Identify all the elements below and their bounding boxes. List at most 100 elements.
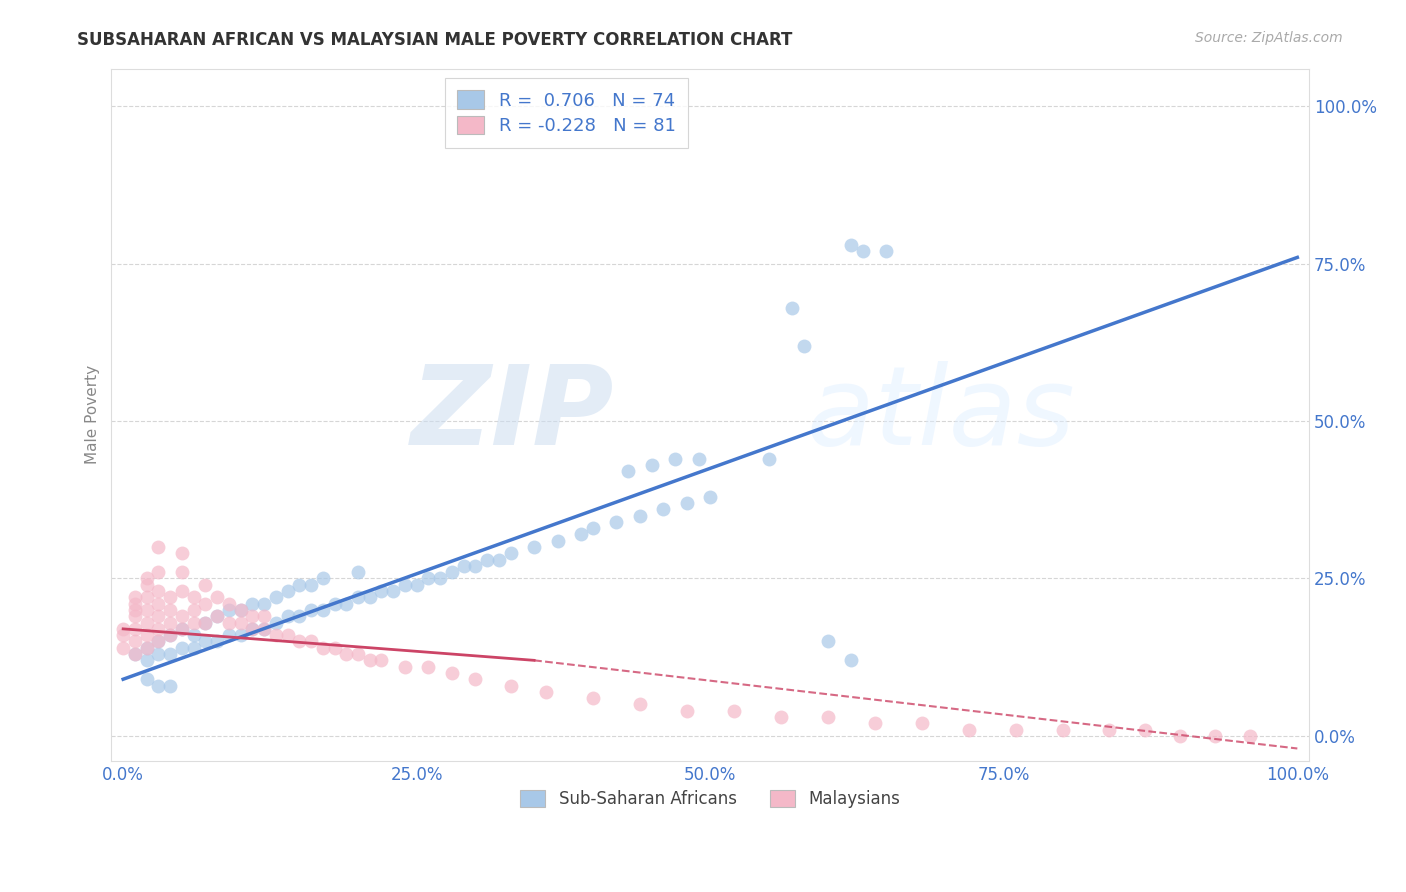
Point [135,653,157,667]
Point [617,465,640,479]
Point [170,546,193,560]
Point [440,565,463,579]
Point [499,679,522,693]
Point [675,704,697,718]
Point [277,609,299,624]
Point [253,597,276,611]
Point [170,584,193,599]
Point [359,591,381,605]
Point [312,572,335,586]
Point [124,647,146,661]
Point [194,615,217,630]
Point [183,603,205,617]
Point [288,609,311,624]
Point [699,490,721,504]
Point [240,622,263,636]
Point [253,622,276,636]
Point [370,584,392,599]
Point [124,634,146,648]
Point [124,597,146,611]
Point [205,591,228,605]
Point [640,458,662,472]
Text: Source: ZipAtlas.com: Source: ZipAtlas.com [1195,31,1343,45]
Point [782,301,804,315]
Point [124,647,146,661]
Point [159,591,181,605]
Point [852,244,875,259]
Point [394,659,416,673]
Point [170,640,193,655]
Point [148,540,170,554]
Point [124,603,146,617]
Point [323,640,346,655]
Point [112,640,135,655]
Text: ZIP: ZIP [411,361,614,468]
Point [135,640,157,655]
Point [475,552,498,566]
Point [135,628,157,642]
Point [723,704,745,718]
Point [1168,729,1191,743]
Point [264,591,287,605]
Point [910,716,932,731]
Point [628,698,651,712]
Point [839,653,862,667]
Point [240,622,263,636]
Point [148,565,170,579]
Point [264,628,287,642]
Point [347,565,370,579]
Point [299,634,322,648]
Point [229,615,252,630]
Point [453,558,475,573]
Point [1098,723,1121,737]
Point [194,597,217,611]
Point [183,591,205,605]
Point [205,609,228,624]
Point [218,597,240,611]
Point [394,578,416,592]
Point [183,628,205,642]
Point [112,622,135,636]
Point [464,558,486,573]
Point [464,672,486,686]
Point [229,603,252,617]
Point [159,647,181,661]
Point [218,628,240,642]
Point [288,578,311,592]
Point [148,622,170,636]
Point [418,659,440,673]
Point [218,603,240,617]
Point [148,634,170,648]
Point [769,710,792,724]
Point [229,628,252,642]
Point [159,679,181,693]
Point [688,451,710,466]
Point [312,640,335,655]
Point [277,628,299,642]
Point [605,515,627,529]
Point [183,615,205,630]
Point [957,723,980,737]
Point [229,603,252,617]
Point [135,640,157,655]
Point [652,502,675,516]
Point [582,691,605,706]
Point [159,628,181,642]
Point [499,546,522,560]
Point [405,578,427,592]
Point [839,237,862,252]
Point [170,609,193,624]
Text: atlas: atlas [806,361,1074,468]
Point [312,603,335,617]
Point [569,527,592,541]
Point [194,578,217,592]
Point [675,496,697,510]
Point [253,622,276,636]
Point [194,634,217,648]
Point [370,653,392,667]
Point [299,578,322,592]
Point [135,591,157,605]
Point [628,508,651,523]
Point [194,615,217,630]
Point [817,710,839,724]
